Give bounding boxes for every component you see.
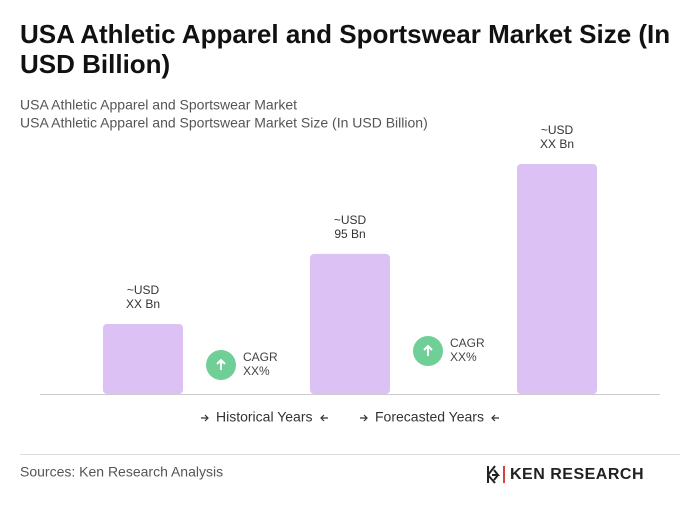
logo: KEN RESEARCH [487, 465, 644, 484]
value-label: ~USD [127, 283, 160, 297]
bar [517, 164, 597, 394]
cagr-label: CAGR [450, 336, 485, 350]
subtitle: USA Athletic Apparel and Sportswear Mark… [20, 97, 297, 113]
value-label: XX Bn [540, 137, 574, 151]
period-label: Forecasted Years [375, 409, 484, 425]
value-label: XX Bn [126, 297, 160, 311]
value-label: ~USD [541, 123, 574, 137]
subtitle: USA Athletic Apparel and Sportswear Mark… [20, 115, 428, 131]
cagr-value: XX% [243, 364, 270, 378]
arrow [201, 414, 209, 422]
chart-title: USD Billion) [20, 49, 170, 79]
cagr-value: XX% [450, 350, 477, 364]
bar [103, 323, 183, 394]
value-label: 95 Bn [334, 227, 365, 241]
arrow [491, 414, 499, 422]
brand: KEN RESEARCH [510, 466, 644, 483]
value-label: ~USD [334, 213, 367, 227]
period-label: Historical Years [216, 409, 313, 425]
chart-title: USA Athletic Apparel and Sportswear Mark… [20, 19, 670, 49]
arrow [360, 414, 368, 422]
cagr-arrow [216, 358, 226, 370]
logo-icon [487, 465, 501, 484]
source: Sources: Ken Research Analysis [20, 464, 223, 480]
cagr-arrow [423, 344, 433, 356]
cagr-label: CAGR [243, 350, 278, 364]
arrow [320, 414, 328, 422]
bar [310, 253, 390, 394]
